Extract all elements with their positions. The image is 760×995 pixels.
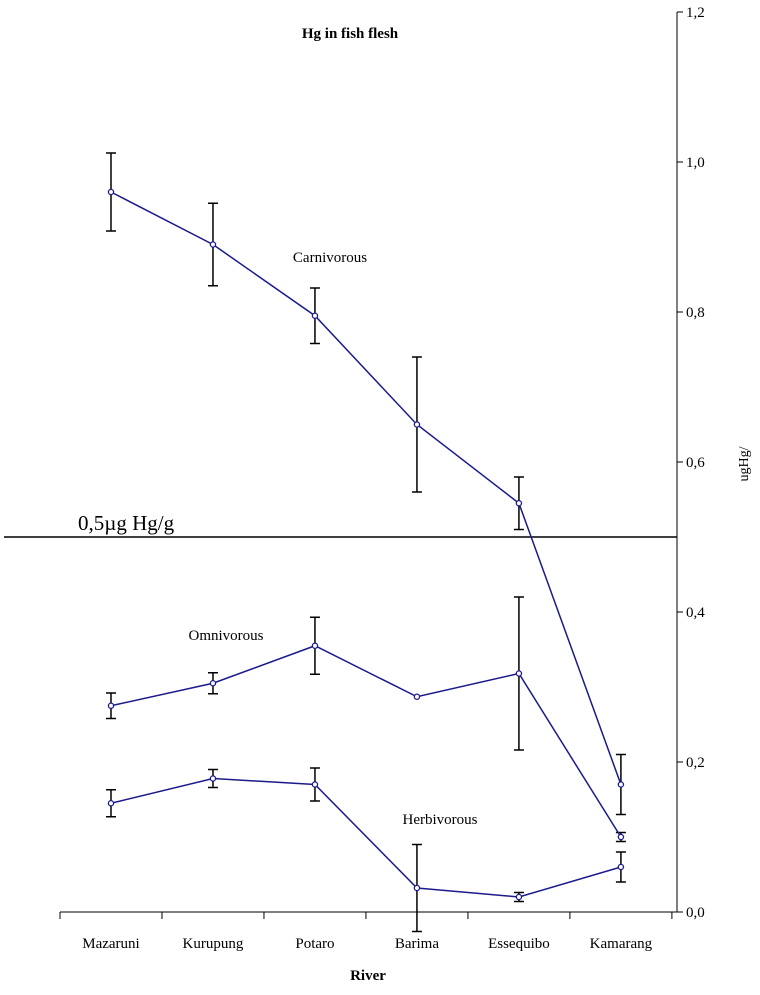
series-group xyxy=(105,152,626,933)
series-omnivorous xyxy=(105,596,626,843)
series-line xyxy=(110,777,622,898)
data-point xyxy=(413,884,421,892)
x-tick-label: Potaro xyxy=(295,936,334,952)
data-point xyxy=(413,693,421,701)
series-label-carnivorous: Carnivorous xyxy=(293,250,367,266)
series-herbivorous xyxy=(105,767,626,933)
y-tick-label: 1,2 xyxy=(686,5,705,21)
y-tick-label: 0,8 xyxy=(686,305,705,321)
data-point xyxy=(617,833,625,841)
series-carnivorous xyxy=(105,152,626,816)
data-point xyxy=(107,702,115,710)
x-tick-label: Barima xyxy=(395,936,439,952)
data-point xyxy=(413,421,421,428)
data-point xyxy=(209,775,217,782)
series-label-herbivorous: Herbivorous xyxy=(403,812,478,828)
y-tick-label: 0,0 xyxy=(686,905,705,921)
x-axis-label: River xyxy=(350,968,386,984)
x-tick-label: Mazaruni xyxy=(82,936,139,952)
reference-label: 0,5µg Hg/g xyxy=(78,511,175,535)
data-point xyxy=(617,781,625,788)
data-point xyxy=(311,312,319,319)
x-ticks: Mazaruni Kurupung Potaro Barima Essequibo Kam… xyxy=(59,912,673,952)
data-point xyxy=(311,781,319,788)
chart-title: Hg in fish flesh xyxy=(302,26,399,42)
data-point xyxy=(311,642,319,650)
y-tick-label: 0,2 xyxy=(686,755,705,771)
series-line xyxy=(110,191,622,785)
x-tick-label: Essequibo xyxy=(488,936,550,952)
data-point xyxy=(209,680,217,687)
data-point xyxy=(515,893,523,901)
data-point xyxy=(515,670,523,677)
data-point xyxy=(209,241,217,248)
x-tick-label: Kamarang xyxy=(590,936,653,952)
series-line xyxy=(110,644,622,838)
data-point xyxy=(107,188,115,196)
y-tick-label: 1,0 xyxy=(686,155,705,171)
y-ticks: 0,0 0,2 0,4 0,6 0,8 1,0 1,2 xyxy=(677,5,705,921)
y-axis-label: ugHg/ xyxy=(737,446,752,481)
data-point xyxy=(515,499,523,507)
data-point xyxy=(107,800,115,807)
x-tick-label: Kurupung xyxy=(183,936,244,952)
data-point xyxy=(617,863,625,871)
y-tick-label: 0,6 xyxy=(686,455,705,471)
series-label-omnivorous: Omnivorous xyxy=(189,628,264,644)
y-tick-label: 0,4 xyxy=(686,605,705,621)
